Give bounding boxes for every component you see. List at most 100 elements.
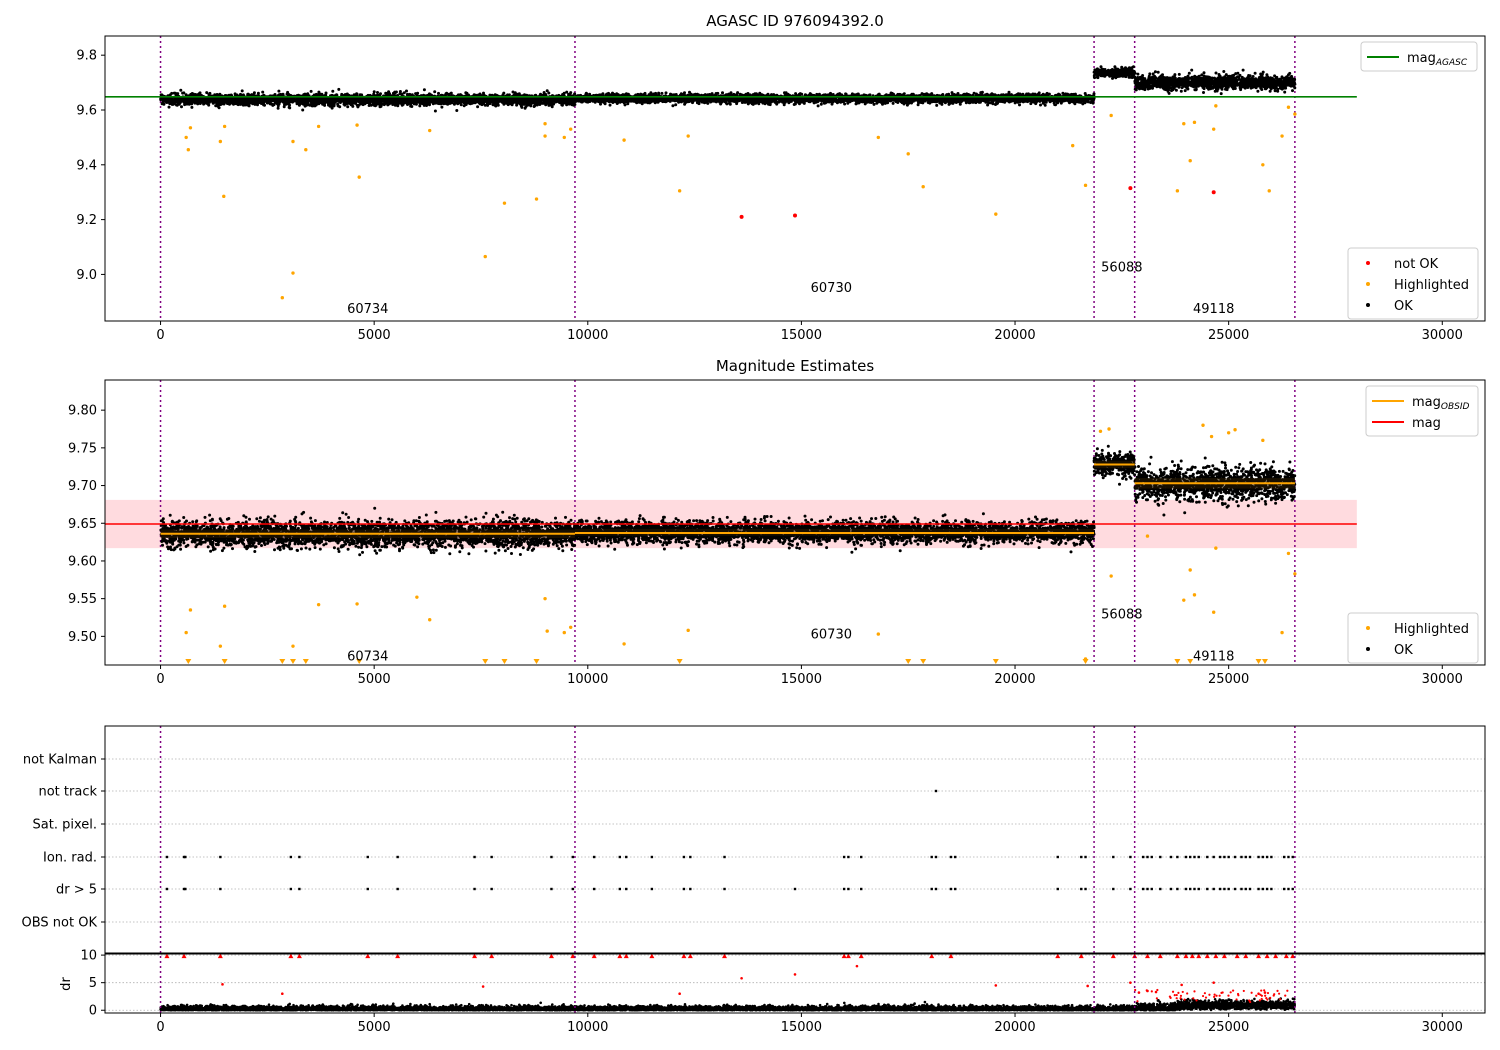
p3-dr-red-point xyxy=(1145,989,1148,992)
p3-dr-red-point xyxy=(678,992,681,996)
p3-dr-clipped-marker xyxy=(1196,953,1202,959)
p3-dr-clipped-marker xyxy=(296,953,302,959)
p3-dr-clipped-marker xyxy=(181,953,187,959)
p3-dr-red-point xyxy=(1137,991,1141,994)
p3-flag-point xyxy=(184,887,187,891)
p3-xtick-label: 20000 xyxy=(994,1020,1035,1035)
p3-flag-point xyxy=(1189,887,1192,891)
p1-highlighted-point xyxy=(316,124,321,129)
p3-flag-point xyxy=(1270,887,1273,891)
p1-highlighted-point xyxy=(222,124,227,129)
p1-legend-top-box xyxy=(1360,41,1478,72)
p3-dr-clipped-marker xyxy=(570,953,576,959)
p3-dr-clipped-marker xyxy=(1221,953,1227,959)
p3-flag-point xyxy=(860,855,863,859)
p3-dr-red-point xyxy=(1192,997,1195,1000)
p1-highlighted-point xyxy=(921,185,925,189)
p1-xtick-label: 15000 xyxy=(781,328,822,343)
p3-dr-red-point xyxy=(1231,989,1235,992)
p3-dr-red-point xyxy=(1150,990,1153,993)
p3-dr-clipped-marker xyxy=(649,953,655,959)
p3-flag-point xyxy=(1233,887,1237,891)
p3-dr-clipped-marker xyxy=(489,953,495,959)
p3-dr-clipped-marker xyxy=(1110,953,1116,959)
p1-highlighted-point xyxy=(483,254,487,259)
p1-highlighted-point xyxy=(1211,127,1216,131)
p3-dr-red-point xyxy=(1249,1000,1252,1004)
p3-flag-point xyxy=(165,855,169,859)
p1-highlighted-point xyxy=(994,212,998,216)
p3-dr-red-point xyxy=(1175,993,1178,997)
p2-ytick-label: 9.50 xyxy=(68,630,97,645)
p3-flag-point xyxy=(490,855,493,859)
p3-flag-point xyxy=(842,855,846,859)
p1-highlighted-point xyxy=(291,139,295,144)
p2-legend-bottom-swatch xyxy=(1366,647,1370,651)
p3-dr-clipped-marker xyxy=(858,953,864,959)
p3-dr-red-point xyxy=(1156,988,1159,992)
p3-flag-point xyxy=(1176,855,1179,859)
p1-highlighted-point xyxy=(186,148,191,152)
p3-flag-point xyxy=(396,855,399,859)
p3-dr-red-point xyxy=(1154,990,1158,994)
p3-dr-clipped-marker xyxy=(722,953,728,959)
p3-flag-point xyxy=(1261,887,1265,891)
p3-flag-point xyxy=(1176,887,1179,891)
p3-dr-red-point xyxy=(1193,990,1196,993)
p3-flag-point xyxy=(592,855,596,859)
p3-flag-point xyxy=(1112,887,1115,891)
p1-highlighted-point xyxy=(1182,121,1186,126)
p3-flag-point xyxy=(366,887,369,891)
p3-flag-point xyxy=(1261,855,1265,859)
p3-flag-point xyxy=(592,887,596,891)
p3-flag-point xyxy=(934,887,938,891)
p2-highlighted-point xyxy=(415,595,419,599)
p2-below-range-marker xyxy=(185,659,192,664)
p1-ok-points xyxy=(573,90,1096,108)
p3-dr-clipped-marker xyxy=(1243,953,1249,959)
p3-flag-point xyxy=(1169,855,1173,859)
p3-flag-point xyxy=(289,855,293,859)
p3-flag-point xyxy=(1184,855,1188,859)
p3-flag-point xyxy=(1223,887,1226,891)
p2-highlighted-point xyxy=(1211,610,1216,614)
p3-flag-point xyxy=(1240,855,1243,859)
p3-flag-point xyxy=(1056,887,1059,891)
p2-below-range-marker xyxy=(356,659,363,664)
p3-flag-point xyxy=(473,855,476,859)
p1-legend-bottom-box xyxy=(1347,247,1479,320)
p2-below-range-marker xyxy=(905,659,912,664)
p1-highlighted-point xyxy=(1293,112,1297,116)
p3-dr-red-point xyxy=(1179,994,1183,997)
p3-flag-point xyxy=(1142,887,1145,891)
p3-flag-point xyxy=(1206,887,1209,891)
panel-magnitude-estimates: Magnitude Estimates 60734 60730 56088 49118… xyxy=(68,357,1486,687)
p1-highlighted-point xyxy=(355,123,359,127)
p2-highlighted-point xyxy=(1098,429,1103,433)
p1-xtick-label: 0 xyxy=(156,328,164,343)
p3-dr-ytick-label: 10 xyxy=(80,949,97,964)
p3-flag-point xyxy=(1265,855,1269,859)
p3-flag-point xyxy=(618,887,622,891)
p3-flag-point xyxy=(1265,887,1269,891)
p3-dr-clipped-marker xyxy=(1273,953,1279,959)
p1-ytick-label: 9.8 xyxy=(76,49,97,64)
p3-flag-point xyxy=(860,887,863,891)
p3-dr-clipped-marker xyxy=(288,953,294,959)
p2-highlighted-point xyxy=(291,644,295,648)
p2-below-range-marker xyxy=(1174,659,1181,664)
p2-highlighted-point xyxy=(1145,534,1150,538)
p2-highlighted-point xyxy=(1233,428,1237,432)
p3-flag-point xyxy=(473,887,476,891)
p1-highlighted-point xyxy=(906,152,910,156)
p1-highlighted-point xyxy=(428,128,432,133)
p3-xtick-label: 0 xyxy=(156,1020,164,1035)
p1-legend-bottom-swatch xyxy=(1366,282,1370,286)
p3-flag-point xyxy=(1150,887,1153,891)
p1-highlighted-point xyxy=(534,197,539,201)
p3-dr-red-point xyxy=(1204,996,1208,999)
p3-flag-point xyxy=(1227,855,1230,859)
p3-frame xyxy=(104,725,1486,954)
p3-dr-red-point xyxy=(1266,991,1270,995)
p2-below-range-marker xyxy=(920,659,927,664)
